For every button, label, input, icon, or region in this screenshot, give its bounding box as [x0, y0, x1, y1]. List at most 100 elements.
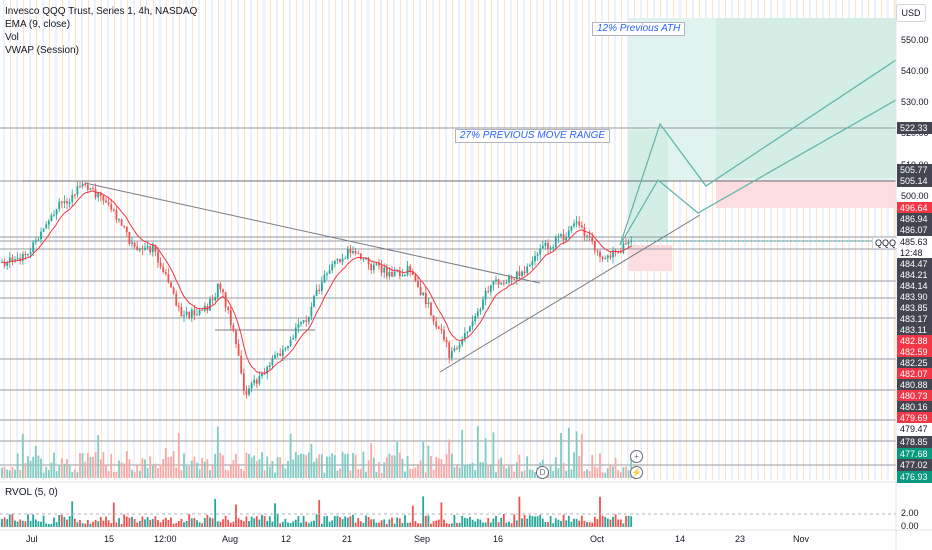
volume-bar [417, 465, 419, 478]
volume-bar [510, 465, 513, 478]
volume-bar [34, 446, 37, 478]
rvol-bar [500, 518, 503, 527]
volume-indicator-label[interactable]: Vol [5, 32, 19, 43]
rvol-bar [479, 519, 482, 527]
volume-bar [8, 470, 11, 478]
volume-bar [430, 455, 432, 478]
candle-body [42, 228, 45, 232]
ema-indicator-label[interactable]: EMA (9, close) [5, 19, 71, 30]
ath-annotation[interactable]: 12% Previous ATH [592, 22, 686, 36]
volume-bar [573, 452, 575, 478]
candle-body [45, 224, 48, 229]
move-range-annotation[interactable]: 27% PREVIOUS MOVE RANGE [455, 129, 611, 143]
rvol-bar [240, 519, 243, 527]
volume-bar [380, 472, 383, 478]
volume-bar [73, 469, 76, 478]
candle-body [94, 189, 97, 198]
rvol-bar [214, 498, 217, 527]
volume-bar [105, 464, 107, 478]
candle-body [240, 355, 243, 374]
rvol-bar [45, 523, 48, 527]
candle-body [627, 242, 630, 245]
volume-bar [71, 471, 74, 478]
volume-bar [391, 455, 393, 478]
price-label: 486.07 [897, 224, 932, 236]
volume-bar [495, 472, 497, 478]
price-label: 484.47 [897, 258, 932, 270]
volume-bar [370, 443, 373, 478]
price-label: 486.94 [897, 213, 932, 225]
candle-body [242, 373, 245, 392]
volume-bar [372, 457, 375, 478]
volume-bar [133, 471, 136, 478]
candle-body [456, 348, 458, 350]
candle-body [505, 282, 508, 284]
volume-bar [388, 453, 391, 478]
rvol-bar [575, 518, 578, 527]
candle-body [146, 246, 149, 248]
rvol-bar [11, 514, 14, 527]
volume-bar [203, 461, 206, 478]
rvol-bar [357, 518, 360, 527]
candle-body [557, 236, 560, 238]
volume-bar [198, 469, 201, 478]
candle-body [229, 310, 232, 326]
volume-bar [385, 457, 388, 478]
candle-body [201, 309, 204, 311]
volume-bar [411, 468, 414, 478]
volume-bar [554, 457, 557, 478]
candle-body [268, 365, 271, 367]
volume-bar [565, 470, 568, 478]
candle-body [172, 287, 175, 294]
rvol-bar [105, 516, 107, 527]
candle-body [570, 226, 573, 231]
rvol-bar [432, 521, 435, 527]
rvol-bar [606, 518, 609, 527]
candle-body [222, 289, 224, 293]
price-label: 479.69 [897, 412, 932, 424]
add-alert-icon[interactable]: + [630, 450, 643, 463]
rvol-bar [219, 521, 222, 527]
rvol-bar [21, 520, 24, 527]
rvol-bar [164, 517, 167, 527]
vwap-indicator-label[interactable]: VWAP (Session) [5, 45, 79, 56]
dividend-marker-icon[interactable]: D [536, 466, 549, 479]
candle-body [11, 257, 14, 262]
volume-bar [209, 470, 211, 478]
volume-bar [383, 462, 386, 478]
candle-body [305, 320, 308, 322]
rvol-bar [107, 520, 110, 527]
lightning-icon[interactable]: ⚡ [630, 466, 643, 479]
candle-body [253, 379, 256, 384]
volume-bar [593, 466, 596, 478]
rvol-bar [609, 519, 612, 527]
candle-body [224, 292, 227, 308]
volume-bar [445, 454, 448, 478]
volume-bar [97, 435, 100, 478]
volume-bar [279, 457, 282, 478]
candle-body [526, 266, 529, 273]
rvol-indicator-label[interactable]: RVOL (5, 0) [5, 487, 58, 498]
candle-body [276, 353, 279, 356]
candle-body [118, 219, 120, 221]
price-label: 483.85 [897, 302, 932, 314]
volume-bar [427, 445, 430, 478]
candle-body [266, 366, 269, 374]
currency-button[interactable]: USD [896, 4, 926, 22]
candle-body [609, 255, 612, 258]
volume-bar [146, 468, 149, 478]
rvol-bar [154, 516, 157, 527]
symbol-title[interactable]: Invesco QQQ Trust, Series 1, 4h, NASDAQ [5, 6, 198, 17]
volume-bar [68, 464, 71, 478]
rvol-bar [583, 520, 586, 527]
candle-body [508, 276, 510, 283]
rvol-bar [539, 514, 542, 527]
candle-body [521, 271, 523, 276]
candle-body [432, 315, 435, 322]
candle-body [307, 316, 310, 322]
rvol-bar [391, 517, 393, 527]
rvol-bar [198, 522, 201, 527]
candle-body [219, 283, 222, 290]
rvol-bar [305, 521, 308, 527]
